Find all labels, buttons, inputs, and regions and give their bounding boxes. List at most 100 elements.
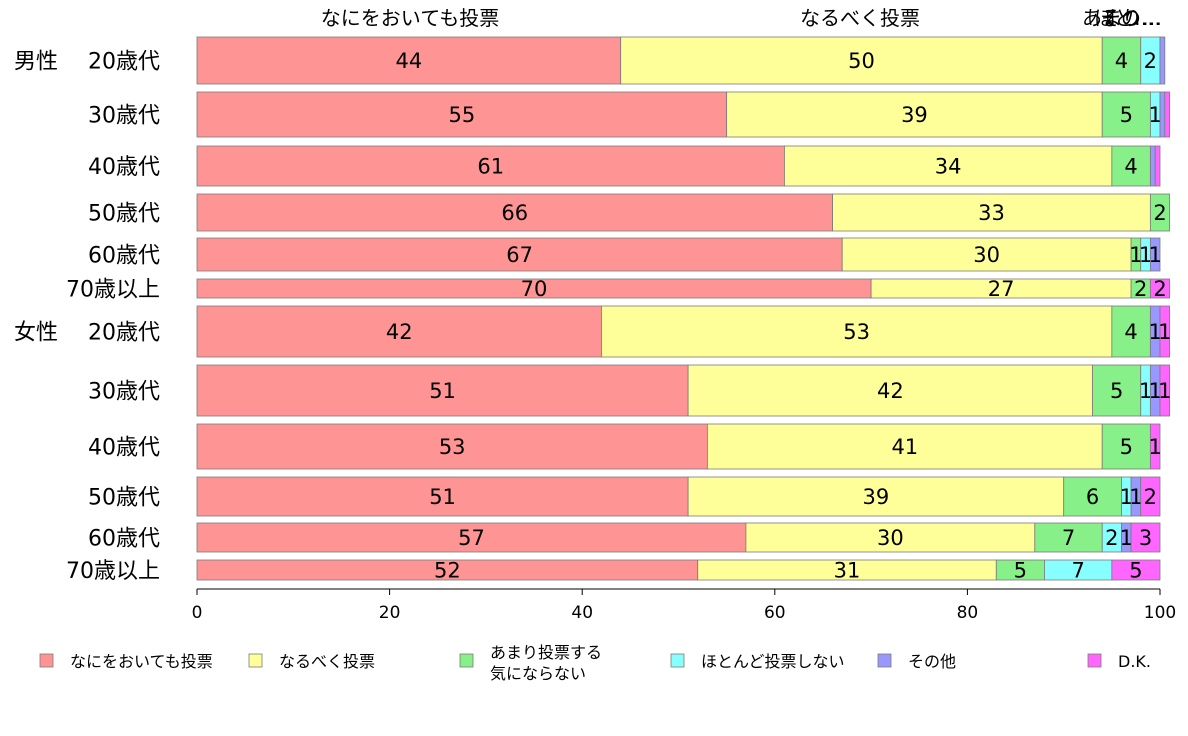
data-label: 3: [1139, 526, 1152, 550]
data-label: 4: [1124, 320, 1137, 344]
data-label: 2: [1144, 485, 1157, 509]
data-label: 51: [429, 379, 456, 403]
bar-segment: [1159, 91, 1166, 138]
x-tick-label: 60: [764, 603, 786, 623]
legend-swatch: [459, 653, 474, 668]
bar-segment: [1149, 278, 1171, 299]
row-label: 30歳代: [88, 104, 160, 129]
bar-segment: [1159, 364, 1171, 417]
data-label: 61: [477, 155, 504, 179]
data-label: 6: [1086, 485, 1099, 509]
legend-label: あまり投票する: [490, 643, 602, 662]
data-label: 2: [1153, 277, 1166, 301]
data-label: 5: [1014, 559, 1027, 583]
top-label: あまり…: [1082, 6, 1162, 30]
data-label: 66: [501, 201, 528, 225]
row-label: 70歳以上: [66, 559, 160, 584]
bar-segment: [196, 145, 785, 187]
row-label: 40歳代: [88, 155, 160, 180]
legend-swatch: [1087, 653, 1102, 668]
data-label: 7: [1062, 526, 1075, 550]
data-label: 39: [901, 103, 928, 127]
data-label: 2: [1153, 201, 1166, 225]
data-label: 1: [1120, 485, 1133, 509]
data-label: 55: [448, 103, 475, 127]
legend-swatch: [39, 653, 54, 668]
data-label: 53: [843, 320, 870, 344]
legend-swatch: [248, 653, 263, 668]
data-label: 33: [978, 201, 1005, 225]
bar-segment: [706, 423, 1103, 470]
x-tick-label: 80: [957, 603, 979, 623]
top-label: その…: [1101, 6, 1161, 30]
bar-segment: [196, 36, 622, 85]
bar-segment: [196, 522, 747, 553]
data-label: 67: [506, 243, 533, 267]
bar-segment: [784, 145, 1113, 187]
data-label: 57: [458, 526, 485, 550]
row-label: 20歳代: [88, 50, 160, 75]
data-label: 5: [1129, 559, 1142, 583]
data-label: 53: [439, 435, 466, 459]
data-label: 1: [1120, 526, 1133, 550]
bar-segment: [1149, 237, 1161, 272]
bar-segment: [1092, 364, 1142, 417]
bar-segment: [745, 522, 1036, 553]
data-label: 1: [1129, 485, 1142, 509]
top-label: ほと…: [1094, 6, 1154, 30]
legend-label: なるべく投票: [279, 652, 375, 671]
data-label: 5: [1110, 379, 1123, 403]
row-labels: 20歳代 30歳代 40歳代 50歳代 60歳代 70歳以上 20歳代 30歳代 40歳代 50歳…: [14, 50, 160, 585]
bar-segment: [1149, 193, 1171, 232]
top-label: なにをおいても投票: [321, 6, 499, 30]
row-label: 50歳代: [88, 202, 160, 227]
data-label: 1: [1129, 243, 1142, 267]
data-label: 7: [1071, 559, 1084, 583]
data-label: 2: [1144, 49, 1157, 73]
bar-segment: [1159, 36, 1166, 85]
data-label: 1: [1158, 320, 1171, 344]
bar-segment: [1140, 476, 1161, 517]
bar-segment: [1159, 305, 1171, 358]
legend-swatch: [877, 653, 892, 668]
bar-segment: [196, 476, 689, 517]
data-label: 44: [395, 49, 422, 73]
legend-label: 気にならない: [490, 664, 586, 683]
data-label: 2: [1105, 526, 1118, 550]
data-label: 41: [891, 435, 918, 459]
bar-segment: [196, 193, 833, 232]
bar-segment: [196, 91, 728, 138]
x-tick-label: 20: [379, 603, 401, 623]
data-label: 39: [863, 485, 890, 509]
data-label: 1: [1148, 103, 1161, 127]
legend-label: その他: [908, 652, 956, 671]
bar-segment: [196, 305, 602, 358]
x-tick-label: 40: [571, 603, 593, 623]
bar-segment: [1149, 423, 1161, 470]
bar-segment: [841, 237, 1132, 272]
bar-segment: [687, 476, 1065, 517]
x-tick-label: 0: [192, 603, 203, 623]
data-label: 1: [1139, 243, 1152, 267]
bar-segment: [1149, 145, 1156, 187]
data-label: 31: [834, 559, 861, 583]
data-label: 42: [386, 320, 413, 344]
bar-segment: [601, 305, 1113, 358]
bar-segment: [1164, 91, 1171, 138]
data-label: 5: [1120, 435, 1133, 459]
data-label: 2: [1134, 277, 1147, 301]
data-label: 1: [1148, 379, 1161, 403]
group-label: 女性: [14, 321, 58, 346]
bar-segment: [196, 237, 843, 272]
top-labels: なにをおいても投票 なるべく投票 あまり…ほと…その…: [321, 6, 1162, 30]
data-label: 1: [1139, 379, 1152, 403]
data-label: 30: [973, 243, 1000, 267]
bar-segment: [1111, 305, 1151, 358]
row-label: 50歳代: [88, 486, 160, 511]
row-label: 70歳以上: [66, 278, 160, 303]
legend-label: ほとんど投票しない: [701, 652, 845, 671]
data-label: 1: [1148, 320, 1161, 344]
bar-segment: [1101, 91, 1151, 138]
bar-segment: [726, 91, 1103, 138]
